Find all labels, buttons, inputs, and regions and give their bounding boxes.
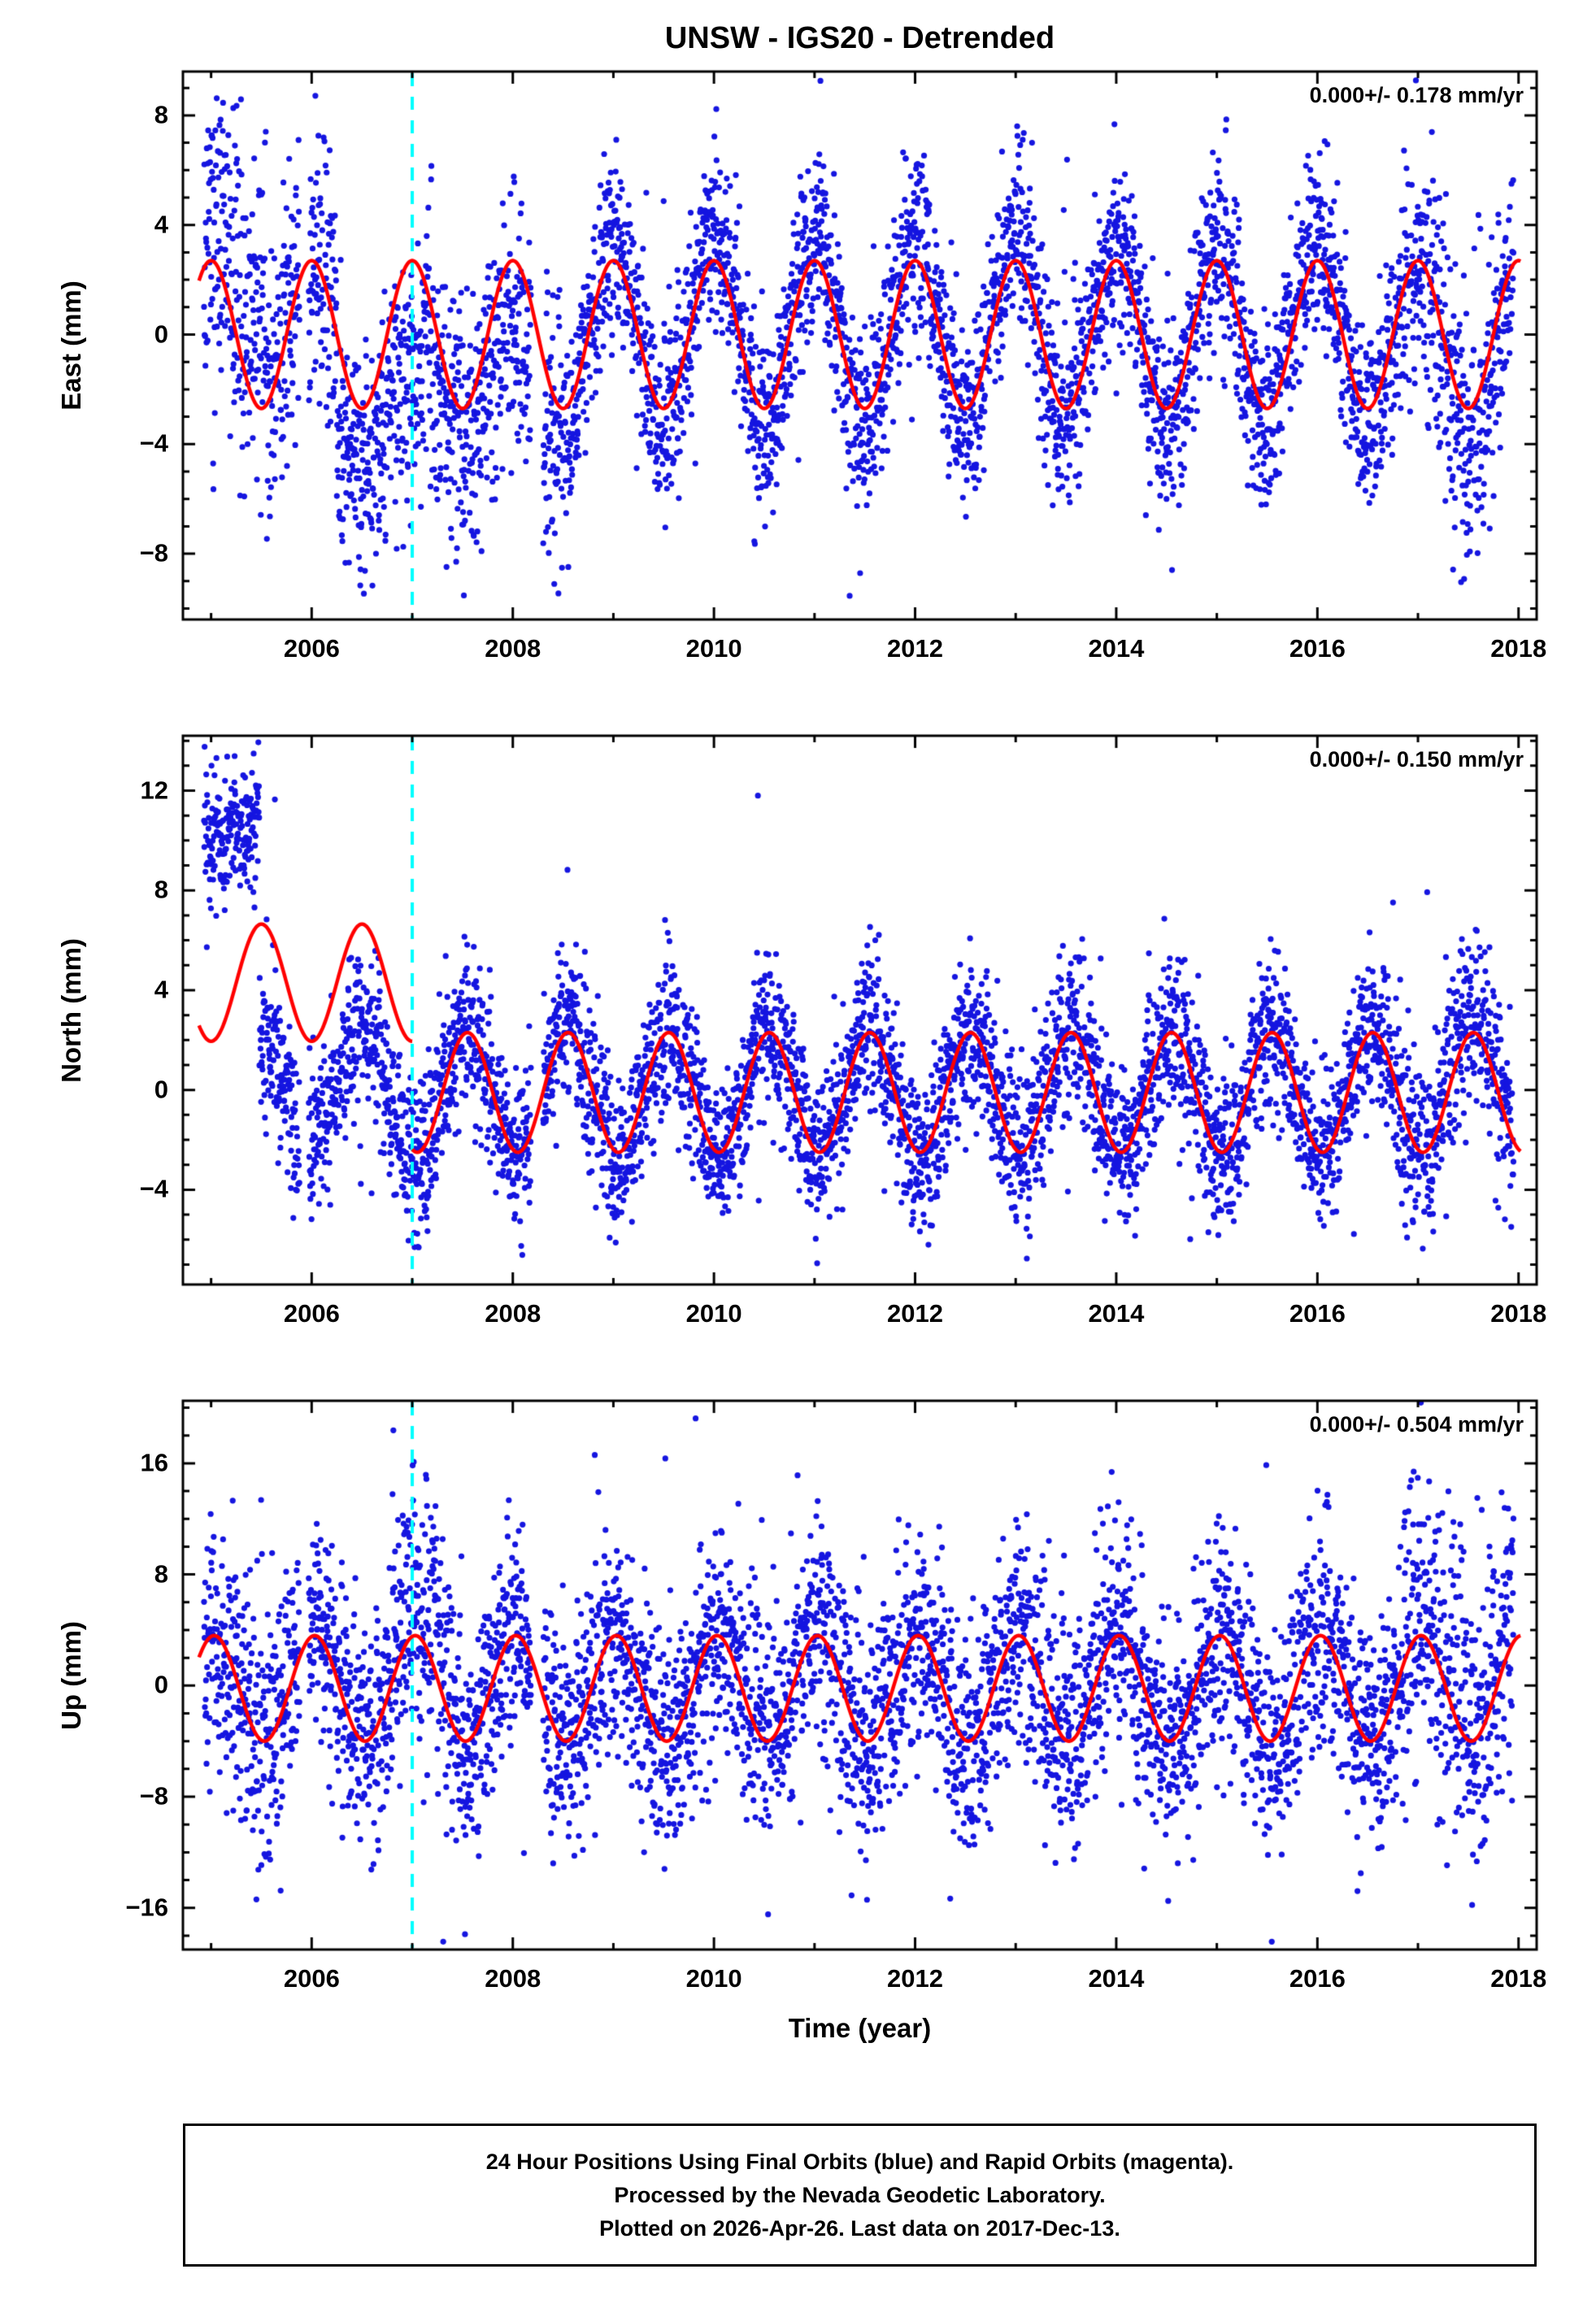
annotation-east: 0.000+/- 0.178 mm/yr <box>1309 83 1524 107</box>
x-tick-label-east-2016: 2016 <box>1289 634 1346 663</box>
x-tick-label-up-2016: 2016 <box>1289 1964 1346 1993</box>
x-tick-label-up-2018: 2018 <box>1490 1964 1547 1993</box>
x-tick-label-east-2010: 2010 <box>685 634 742 663</box>
x-tick-label-east-2008: 2008 <box>485 634 541 663</box>
x-tick-label-up-2014: 2014 <box>1088 1964 1145 1993</box>
x-tick-label-north-2018: 2018 <box>1490 1299 1547 1328</box>
y-tick-label-east-4: 4 <box>154 209 168 238</box>
x-axis-label: Time (year) <box>788 2013 932 2043</box>
x-tick-label-north-2010: 2010 <box>685 1299 742 1328</box>
x-tick-label-east-2012: 2012 <box>887 634 944 663</box>
y-tick-label-east--8: −8 <box>139 538 168 567</box>
x-tick-label-east-2018: 2018 <box>1490 634 1547 663</box>
caption-line-3: Plotted on 2026-Apr-26. Last data on 201… <box>599 2215 1120 2241</box>
y-tick-label-north-0: 0 <box>154 1074 168 1103</box>
caption-box: 24 Hour Positions Using Final Orbits (bl… <box>183 2124 1537 2267</box>
x-tick-label-up-2008: 2008 <box>485 1964 541 1993</box>
y-tick-label-east--4: −4 <box>139 428 168 458</box>
x-tick-label-up-2012: 2012 <box>887 1964 944 1993</box>
x-tick-label-north-2012: 2012 <box>887 1299 944 1328</box>
caption-line-1: 24 Hour Positions Using Final Orbits (bl… <box>485 2149 1234 2174</box>
annotation-up: 0.000+/- 0.504 mm/yr <box>1309 1412 1524 1437</box>
y-tick-label-up-0: 0 <box>154 1670 168 1699</box>
y-axis-label-north: North (mm) <box>56 937 86 1083</box>
y-tick-label-up-16: 16 <box>140 1448 168 1477</box>
annotation-north: 0.000+/- 0.150 mm/yr <box>1309 747 1524 772</box>
y-tick-label-north-4: 4 <box>154 975 168 1004</box>
y-tick-label-north-8: 8 <box>154 875 168 904</box>
y-tick-label-east-8: 8 <box>154 100 168 129</box>
x-tick-label-up-2010: 2010 <box>685 1964 742 1993</box>
x-tick-label-north-2016: 2016 <box>1289 1299 1346 1328</box>
x-tick-label-north-2008: 2008 <box>485 1299 541 1328</box>
y-tick-label-up--8: −8 <box>139 1781 168 1811</box>
y-tick-label-up--16: −16 <box>125 1892 168 1921</box>
x-tick-label-north-2006: 2006 <box>283 1299 340 1328</box>
chart-title: UNSW - IGS20 - Detrended <box>664 21 1055 55</box>
x-tick-label-east-2006: 2006 <box>283 634 340 663</box>
x-tick-label-east-2014: 2014 <box>1088 634 1145 663</box>
y-tick-label-north-12: 12 <box>140 775 168 804</box>
x-tick-label-north-2014: 2014 <box>1088 1299 1145 1328</box>
y-tick-label-north--4: −4 <box>139 1174 168 1203</box>
caption-line-2: Processed by the Nevada Geodetic Laborat… <box>614 2182 1106 2207</box>
y-tick-label-east-0: 0 <box>154 319 168 348</box>
x-tick-label-up-2006: 2006 <box>283 1964 340 1993</box>
y-tick-label-up-8: 8 <box>154 1558 168 1588</box>
